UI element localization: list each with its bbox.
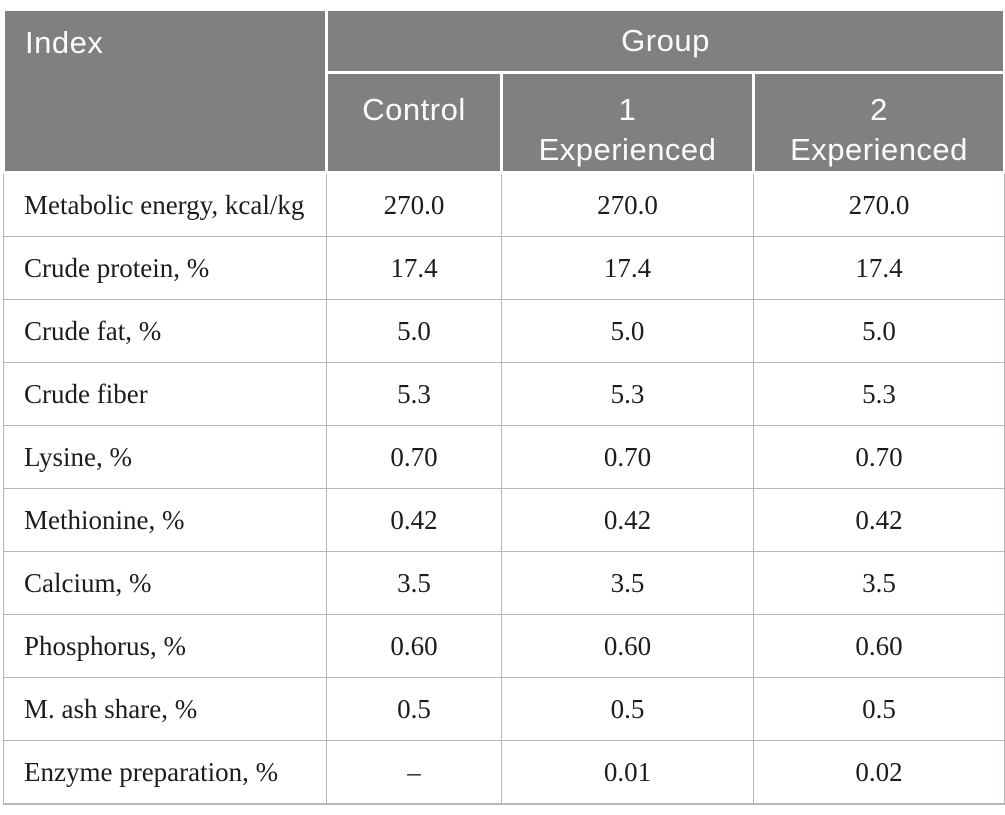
table-row: Metabolic energy, kcal/kg 270.0 270.0 27…: [3, 172, 1005, 237]
row-label-cell: Phosphorus, %: [3, 614, 327, 678]
table-row: Crude fat, % 5.0 5.0 5.0: [3, 299, 1005, 363]
value-cell: 0.5: [501, 677, 754, 741]
header-cell-experienced-1: 1 Experienced: [500, 71, 755, 174]
value-cell: 0.70: [326, 425, 502, 489]
row-label-cell: Methionine, %: [3, 488, 327, 552]
table-row: Lysine, % 0.70 0.70 0.70: [3, 425, 1005, 489]
value-cell: –: [326, 740, 502, 805]
row-label-cell: M. ash share, %: [3, 677, 327, 741]
table-row: Phosphorus, % 0.60 0.60 0.60: [3, 614, 1005, 678]
table-header: Index Group Control 1 Experienced 2 Expe…: [2, 8, 1005, 174]
value-cell: 3.5: [326, 551, 502, 615]
value-cell: 0.5: [326, 677, 502, 741]
row-label-cell: Crude fiber: [3, 362, 327, 426]
value-cell: 0.42: [501, 488, 754, 552]
value-cell: 5.3: [501, 362, 754, 426]
header-cell-control: Control: [325, 71, 503, 174]
table-row: Methionine, % 0.42 0.42 0.42: [3, 488, 1005, 552]
value-cell: 270.0: [752, 172, 1005, 237]
value-cell: 0.01: [501, 740, 754, 805]
row-label-cell: Calcium, %: [3, 551, 327, 615]
header-cell-experienced-2: 2 Experienced: [751, 71, 1005, 174]
value-cell: 5.0: [501, 299, 754, 363]
value-cell: 0.42: [752, 488, 1005, 552]
value-cell: 270.0: [326, 172, 502, 237]
value-cell: 0.60: [752, 614, 1005, 678]
row-label-cell: Crude fat, %: [3, 299, 327, 363]
value-cell: 0.70: [501, 425, 754, 489]
value-cell: 5.3: [326, 362, 502, 426]
table-row: Crude fiber 5.3 5.3 5.3: [3, 362, 1005, 426]
value-cell: 5.0: [326, 299, 502, 363]
header-cell-group: Group: [324, 8, 1005, 74]
row-label-cell: Crude protein, %: [3, 236, 327, 300]
value-cell: 0.60: [326, 614, 502, 678]
value-cell: 3.5: [501, 551, 754, 615]
row-label-cell: Metabolic energy, kcal/kg: [3, 172, 327, 237]
value-cell: 5.3: [752, 362, 1005, 426]
table-row: Calcium, % 3.5 3.5 3.5: [3, 551, 1005, 615]
header-cell-index: Index: [2, 8, 328, 174]
value-cell: 17.4: [326, 236, 502, 300]
header-row-columns: Control 1 Experienced 2 Experienced: [4, 71, 1005, 174]
value-cell: 0.60: [501, 614, 754, 678]
value-cell: 270.0: [501, 172, 754, 237]
value-cell: 0.5: [752, 677, 1005, 741]
value-cell: 17.4: [501, 236, 754, 300]
value-cell: 0.02: [752, 740, 1005, 805]
value-cell: 0.42: [326, 488, 502, 552]
header-row-group: Index Group: [2, 8, 1005, 174]
row-label-cell: Enzyme preparation, %: [3, 740, 327, 805]
diet-composition-table: Index Group Control 1 Experienced 2 Expe…: [2, 8, 1005, 805]
value-cell: 0.70: [752, 425, 1005, 489]
row-label-cell: Lysine, %: [3, 425, 327, 489]
value-cell: 17.4: [752, 236, 1005, 300]
value-cell: 5.0: [752, 299, 1005, 363]
table-row: Enzyme preparation, % – 0.01 0.02: [3, 740, 1005, 805]
value-cell: 3.5: [752, 551, 1005, 615]
table-body: Metabolic energy, kcal/kg 270.0 270.0 27…: [3, 172, 1005, 805]
table-row: Crude protein, % 17.4 17.4 17.4: [3, 236, 1005, 300]
table-row: M. ash share, % 0.5 0.5 0.5: [3, 677, 1005, 741]
